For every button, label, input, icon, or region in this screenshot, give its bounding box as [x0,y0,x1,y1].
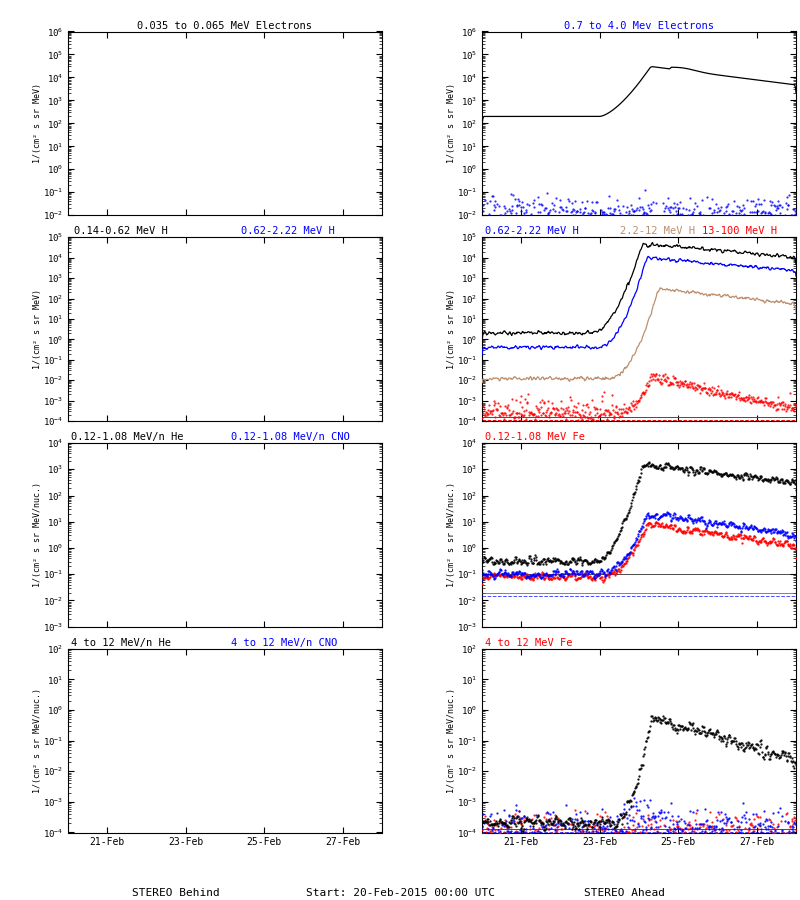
Text: STEREO Ahead: STEREO Ahead [583,887,665,897]
Text: STEREO Behind: STEREO Behind [132,887,220,897]
Y-axis label: 1/(cm² s sr MeV): 1/(cm² s sr MeV) [446,289,456,369]
Text: 2.2-12 MeV H: 2.2-12 MeV H [620,226,695,237]
Text: 0.12-1.08 MeV/n CNO: 0.12-1.08 MeV/n CNO [231,432,350,442]
Text: 4 to 12 MeV/n CNO: 4 to 12 MeV/n CNO [231,638,338,648]
Text: Start: 20-Feb-2015 00:00 UTC: Start: 20-Feb-2015 00:00 UTC [306,887,494,897]
Text: 0.62-2.22 MeV H: 0.62-2.22 MeV H [241,226,334,237]
Text: 0.12-1.08 MeV/n He: 0.12-1.08 MeV/n He [71,432,184,442]
Y-axis label: 1/(cm² s sr MeV/nuc.): 1/(cm² s sr MeV/nuc.) [33,482,42,588]
Text: 4 to 12 MeV/n He: 4 to 12 MeV/n He [71,638,171,648]
Text: 0.035 to 0.065 MeV Electrons: 0.035 to 0.065 MeV Electrons [138,21,312,31]
Text: 4 to 12 MeV Fe: 4 to 12 MeV Fe [486,638,573,648]
Text: 0.14-0.62 MeV H: 0.14-0.62 MeV H [74,226,168,237]
Y-axis label: 1/(cm² s sr MeV/nuc.): 1/(cm² s sr MeV/nuc.) [446,688,456,793]
Text: 0.12-1.08 MeV Fe: 0.12-1.08 MeV Fe [486,432,586,442]
Y-axis label: 1/(cm² s sr MeV): 1/(cm² s sr MeV) [446,84,456,164]
Y-axis label: 1/(cm² s sr MeV): 1/(cm² s sr MeV) [33,289,42,369]
Y-axis label: 1/(cm² s sr MeV): 1/(cm² s sr MeV) [33,84,42,164]
Y-axis label: 1/(cm² s sr MeV/nuc.): 1/(cm² s sr MeV/nuc.) [446,482,456,588]
Y-axis label: 1/(cm² s sr MeV/nuc.): 1/(cm² s sr MeV/nuc.) [33,688,42,793]
Text: 13-100 MeV H: 13-100 MeV H [702,226,777,237]
Text: 0.7 to 4.0 Mev Electrons: 0.7 to 4.0 Mev Electrons [564,21,714,31]
Text: 0.62-2.22 MeV H: 0.62-2.22 MeV H [486,226,579,237]
